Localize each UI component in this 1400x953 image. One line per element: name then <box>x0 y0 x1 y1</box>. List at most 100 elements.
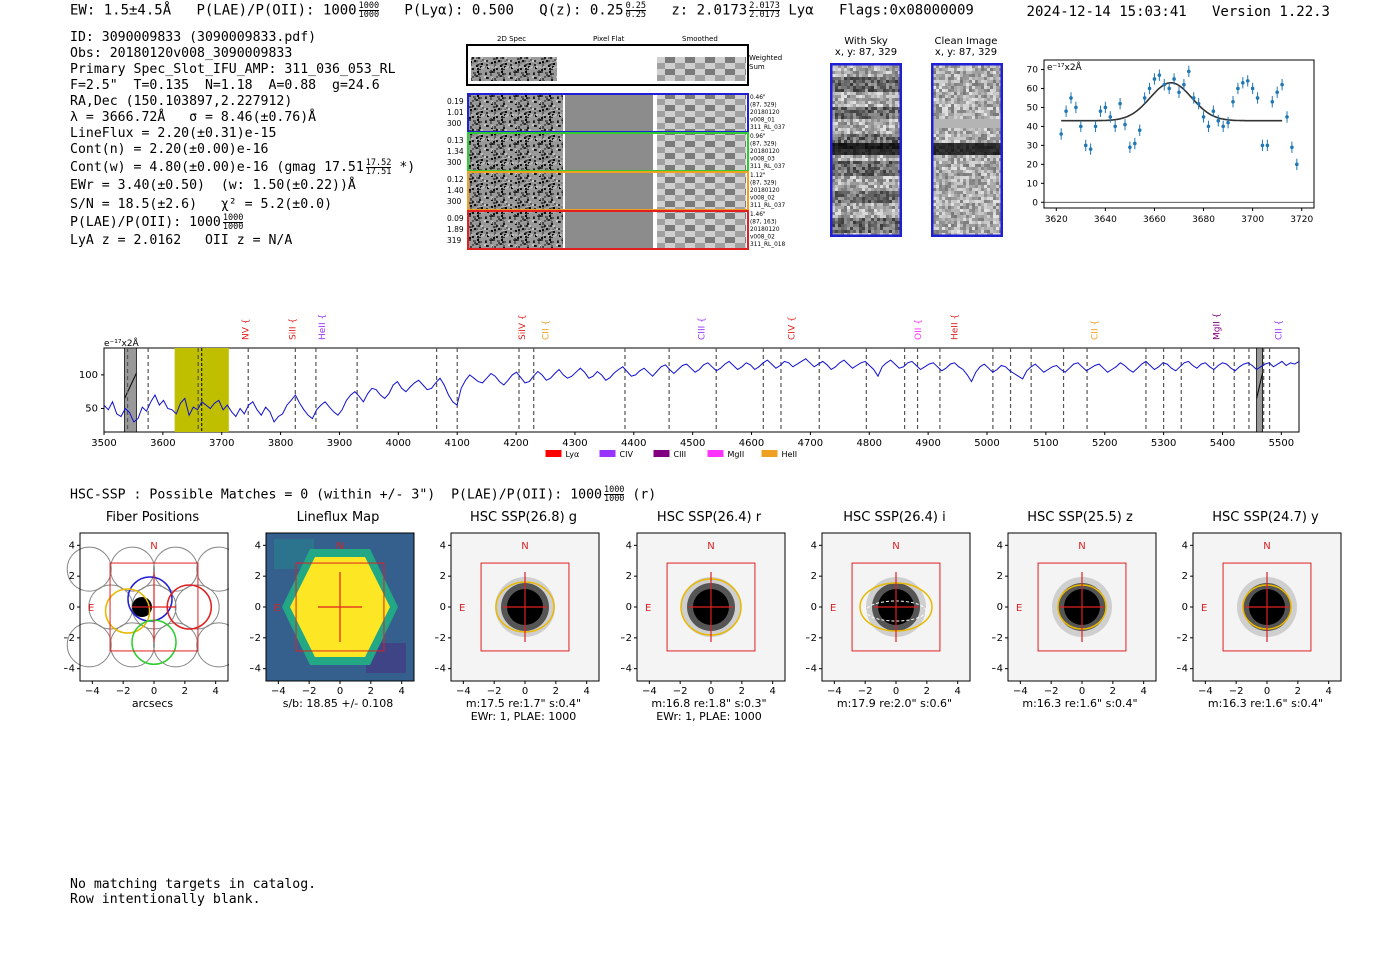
spec2d-row-right-label: 1.12" <box>750 173 766 179</box>
spec2d-row-left-label: 319 <box>447 236 462 245</box>
hsc-panel: HSC SSP(26.4) i N E −4 −4 −2 −2 0 0 2 2 4 4 m:17.9 re… <box>806 510 977 710</box>
fit-data-point <box>1152 77 1157 81</box>
spec2d-row-border <box>467 210 749 250</box>
fit-ytick-label: 40 <box>1027 122 1039 132</box>
hsc-caption: m:16.3 re:1.6" s:0.4" <box>1022 697 1138 710</box>
spec2d-row-right-label: (87, 329) <box>750 142 777 148</box>
info-contw: Cont(w) = 4.80(±0.00)e-16 (gmag 17.51 17.… <box>70 157 416 177</box>
cutout-xtick-label: 0 <box>1078 686 1084 697</box>
spectrum-emission-label: CII { <box>542 320 552 340</box>
cutout-ytick-label: −4 <box>806 664 817 675</box>
cutout-3arcsec-box <box>666 562 755 652</box>
cutout-ytick-label: 0 <box>69 602 75 613</box>
cutout-xtick-label: −4 <box>641 686 656 697</box>
spec2d-row-right-label: 311_RL_037 <box>750 125 785 131</box>
spectrum-xtick-label: 5100 <box>1033 438 1058 449</box>
cutout-xtick-label: 4 <box>583 686 589 697</box>
spec2d-row-right-label: 20180120 <box>750 227 780 233</box>
cutout-xtick-label: −4 <box>1198 686 1213 697</box>
spectrum-xtick-label: 5000 <box>974 438 999 449</box>
hsc-cutout-image: N E −4 −4 −2 −2 0 0 2 2 4 4 <box>1177 532 1342 697</box>
cutout-ytick-label: −2 <box>1177 633 1188 644</box>
fit-data-point <box>1206 124 1211 129</box>
footer-line-2: Row intentionally blank. <box>70 892 261 907</box>
cutout-xtick-label: −4 <box>1012 686 1027 697</box>
fit-xtick-label: 3700 <box>1241 215 1264 225</box>
cutout-xtick-label: 2 <box>367 686 373 697</box>
spectrum-emission-label: CII { <box>1091 320 1101 340</box>
hsc-caption: s/b: 18.85 +/- 0.108 <box>282 697 394 710</box>
fit-data-point <box>1265 143 1270 148</box>
spectrum-xtick-label: 5400 <box>1210 438 1235 449</box>
cutout-ytick-label: 4 <box>996 540 1002 551</box>
fit-ytick-label: 30 <box>1027 141 1039 151</box>
cutout-xtick-label: −4 <box>456 686 471 697</box>
cutout-3arcsec-box <box>1222 562 1312 652</box>
spectrum-legend-label: MgII <box>728 450 745 459</box>
cutout-xtick-label: −2 <box>672 686 687 697</box>
fit-data-point <box>1201 115 1206 119</box>
fit-data-point <box>1177 90 1181 95</box>
info-id: ID: 3090009833 (3090009833.pdf) <box>70 30 317 45</box>
spectrum-xtick-label: 5300 <box>1151 438 1176 449</box>
hsc-panel: Lineflux Map N E −4 −4 −2 −2 0 0 2 2 4 4 s/b: 18.85 +… <box>250 510 421 710</box>
fit-data-point <box>1083 143 1088 148</box>
cutout-xtick-label: −2 <box>487 686 502 697</box>
fiber-circle <box>66 622 112 668</box>
cutout-ytick-label: 0 <box>1182 602 1188 613</box>
north-marker: N <box>150 541 157 552</box>
spec2d-row-right-label: v008_01 <box>750 118 775 124</box>
spectrum-xtick-label: 4700 <box>798 438 823 449</box>
spectrum-ytick-label: 100 <box>79 370 98 381</box>
spectrum-masked-band <box>124 347 137 433</box>
cutout-xtick-label: −2 <box>301 686 316 697</box>
with-sky-image <box>830 63 902 237</box>
fit-data-point <box>1241 80 1245 85</box>
sky-border <box>931 63 1003 237</box>
fit-data-point <box>1133 141 1137 146</box>
fit-data-point <box>1270 99 1275 104</box>
header-ew: EW: 1.5±4.5Å <box>70 2 172 19</box>
spectrum-emission-label: SiII { <box>288 318 298 340</box>
spec2d-cell-pixelflat <box>565 173 653 209</box>
fit-data-point <box>1157 73 1162 77</box>
fit-data-point <box>1226 120 1230 125</box>
spec2d-row-right-label: 0.46" <box>750 95 766 101</box>
spectrum-emission-label: HeII { <box>318 314 328 340</box>
spec2d-row-left-label: 0.13 <box>447 136 464 145</box>
cutout-ytick-label: 4 <box>440 540 446 551</box>
spectrum-xtick-label: 3700 <box>209 438 234 449</box>
east-marker: E <box>459 603 465 614</box>
east-marker: E <box>645 603 651 614</box>
cutout-xtick-label: −4 <box>85 686 100 697</box>
fit-data-point <box>1069 96 1073 100</box>
clean-image <box>931 63 1003 237</box>
hsc-cutout-image: N E −4 −4 −2 −2 0 0 2 2 4 4 <box>250 532 414 697</box>
cutout-ytick-label: −2 <box>435 633 446 644</box>
cutout-3arcsec-box <box>1037 562 1126 652</box>
weighted-sum-2dspec <box>471 57 557 81</box>
spectrum-plot-area <box>103 347 1300 433</box>
fit-data-point <box>1182 82 1186 87</box>
fit-data-point <box>1187 69 1191 74</box>
spectrum-xtick-label: 4900 <box>915 438 940 449</box>
spectrum-xtick-label: 5500 <box>1269 438 1294 449</box>
spectrum-legend-swatch <box>707 450 724 457</box>
north-marker: N <box>707 541 714 552</box>
fit-data-point <box>1128 145 1132 150</box>
cutout-xtick-label: 0 <box>893 686 899 697</box>
col-header-2dspec: 2D Spec <box>497 35 527 43</box>
hsc-panel: Fiber Positions N E −4 −4 −2 −2 0 0 2 2 4 4 arcsecs <box>64 510 235 710</box>
with-sky-title: With Sky <box>844 36 888 47</box>
footer-line-1: No matching targets in catalog. <box>70 877 317 892</box>
spectrum-flux-line <box>103 358 1300 423</box>
header-plae: P(LAE)/P(OII): 1000 <box>196 2 357 19</box>
north-marker: N <box>336 541 343 552</box>
header-plya: P(Lyα): 0.500 <box>404 2 514 19</box>
spectrum-emission-label: CII { <box>1274 320 1284 340</box>
info-radec: RA,Dec (150.103897,2.227912) <box>70 94 293 109</box>
cutout-xtick-label: 4 <box>1325 686 1331 697</box>
header-plae-frac: 1000 1000 <box>358 1 380 20</box>
fit-unit-label: e⁻¹⁷x2Å <box>1047 61 1083 73</box>
cutout-ytick-label: 2 <box>811 571 817 582</box>
